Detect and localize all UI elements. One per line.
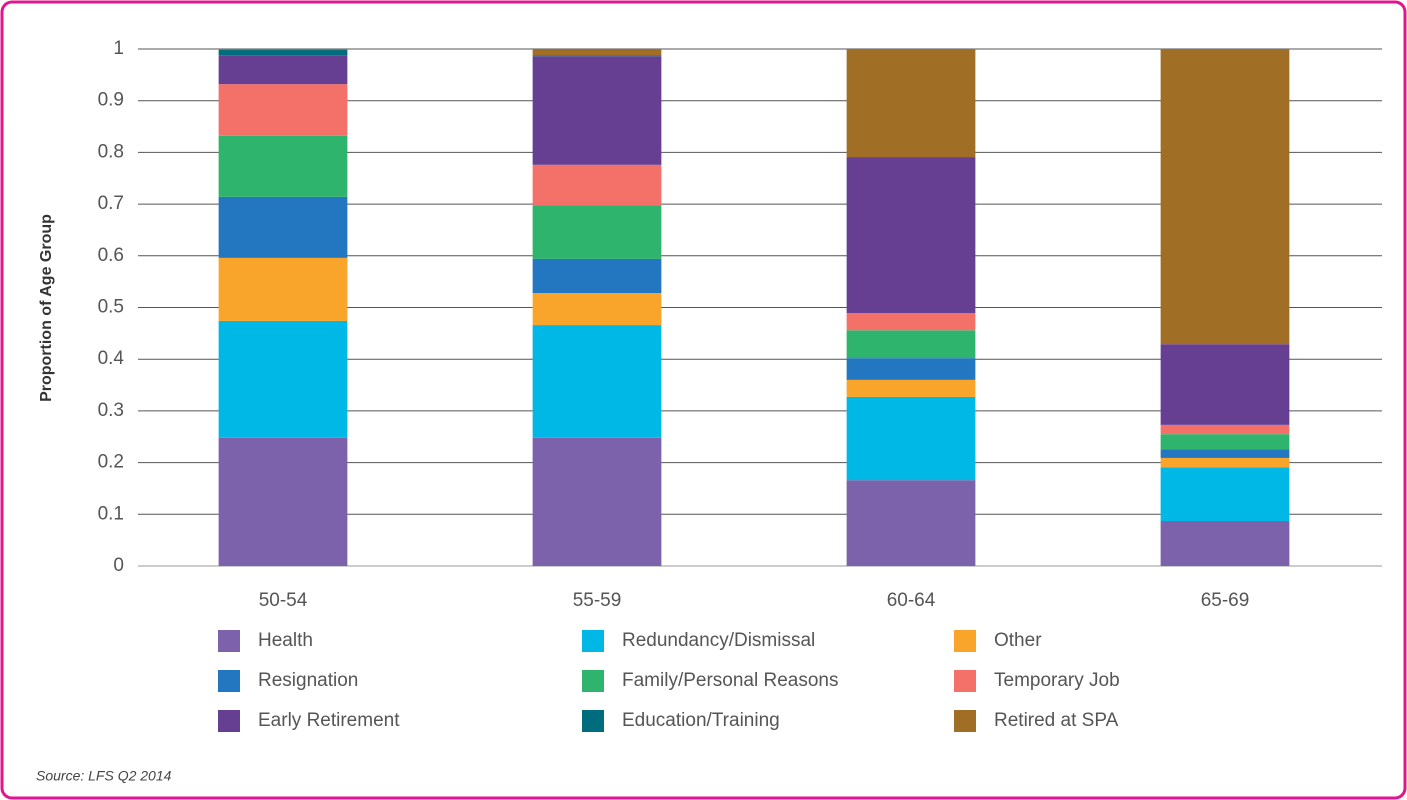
- y-tick-label: 0.9: [98, 90, 124, 111]
- legend-swatch: [582, 710, 604, 732]
- y-tick-label: 0.6: [98, 245, 124, 266]
- y-tick-label: 0.5: [98, 297, 124, 318]
- legend-label: Redundancy/Dismissal: [622, 630, 815, 651]
- bar-segment: [532, 293, 662, 326]
- bar-segment: [532, 49, 662, 56]
- bar-segment: [532, 205, 662, 259]
- legend-label: Temporary Job: [994, 670, 1120, 691]
- x-tick-label: 55-59: [573, 590, 622, 611]
- bar-segment: [218, 50, 348, 56]
- bar-segment: [532, 55, 662, 57]
- x-tick-label: 50-54: [259, 590, 308, 611]
- bar-segment: [1160, 434, 1290, 450]
- bar-segment: [846, 358, 976, 380]
- source: Source: LFS Q2 2014: [36, 768, 172, 784]
- y-tick-label: 0.7: [98, 193, 124, 214]
- legend-label: Health: [258, 630, 313, 651]
- legend-swatch: [954, 670, 976, 692]
- bar-segment: [846, 396, 976, 481]
- legend-swatch: [582, 630, 604, 652]
- bar-segment: [532, 258, 662, 294]
- y-tick-label: 0.8: [98, 141, 124, 162]
- bar-segment: [218, 320, 348, 438]
- bar-segment: [1160, 467, 1290, 522]
- bar-segment: [846, 480, 976, 566]
- legend-swatch: [218, 630, 240, 652]
- bar-segment: [218, 55, 348, 85]
- y-tick-label: 0: [113, 555, 124, 576]
- legend-swatch: [582, 670, 604, 692]
- y-tick-label: 0.1: [98, 503, 124, 524]
- bar-segment: [846, 49, 976, 158]
- bar-segment: [532, 164, 662, 206]
- bar-segment: [1160, 521, 1290, 566]
- bar-segment: [218, 135, 348, 197]
- legend-swatch: [218, 670, 240, 692]
- bar-segment: [1160, 49, 1290, 345]
- bar-segment: [1160, 457, 1290, 468]
- y-axis-title: Proportion of Age Group: [38, 214, 55, 402]
- bar-segment: [1160, 449, 1290, 458]
- bar-segment: [1160, 344, 1290, 425]
- y-tick-label: 0.4: [98, 348, 125, 369]
- legend-label: Early Retirement: [258, 710, 400, 731]
- x-tick-label: 65-69: [1201, 590, 1250, 611]
- legend-swatch: [954, 710, 976, 732]
- bar-segment: [846, 379, 976, 397]
- y-tick-label: 0.2: [98, 452, 124, 473]
- bar-segment: [218, 437, 348, 566]
- bar-segment: [846, 157, 976, 314]
- legend-label: Other: [994, 630, 1042, 651]
- bar-segment: [846, 313, 976, 331]
- bar-segment: [532, 437, 662, 566]
- bar-segment: [218, 84, 348, 136]
- bar-segment: [846, 330, 976, 359]
- legend-label: Resignation: [258, 670, 358, 691]
- x-tick-label: 60-64: [887, 590, 936, 611]
- legend-label: Education/Training: [622, 710, 780, 731]
- y-tick-label: 1: [113, 38, 124, 59]
- bar-segment: [218, 196, 348, 258]
- bar-segment: [218, 257, 348, 321]
- bar-segment: [1160, 424, 1290, 435]
- y-tick-label: 0.3: [98, 400, 124, 421]
- bar-segment: [218, 49, 348, 51]
- legend-label: Family/Personal Reasons: [622, 670, 838, 691]
- legend-swatch: [954, 630, 976, 652]
- legend-label: Retired at SPA: [994, 710, 1119, 731]
- legend-swatch: [218, 710, 240, 732]
- bar-segment: [532, 325, 662, 438]
- bar-segment: [532, 56, 662, 165]
